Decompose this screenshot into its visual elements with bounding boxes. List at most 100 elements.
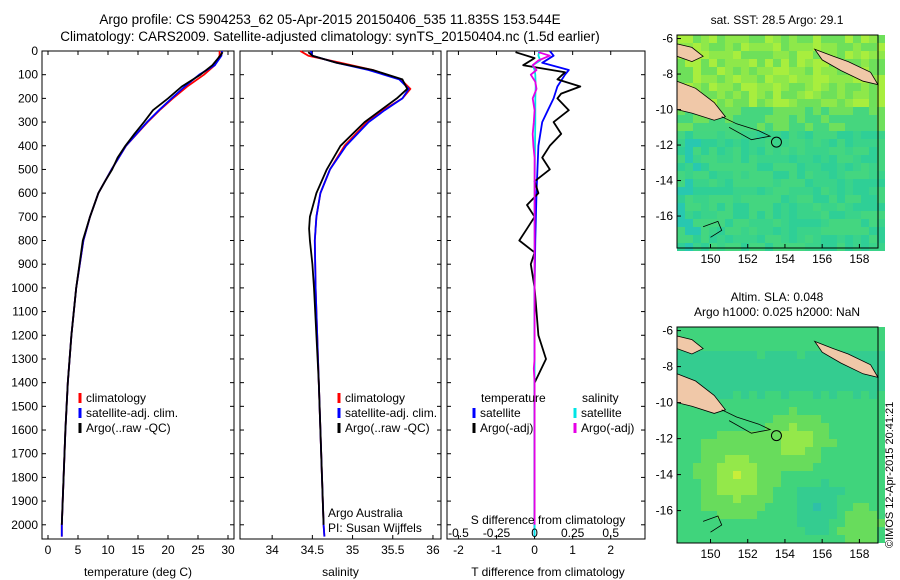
sst-map-cell	[733, 211, 741, 219]
sla-map-cell	[741, 367, 749, 375]
sla-map-cell	[861, 415, 869, 423]
sla-map-cell	[861, 327, 869, 335]
sla-map-cell	[829, 447, 837, 455]
sst-map-cell	[677, 155, 685, 163]
sla-map-cell	[717, 455, 725, 463]
difference-x-tick-label: -1	[491, 543, 502, 557]
sst-map-cell	[821, 171, 829, 179]
sla-map-cell	[797, 407, 805, 415]
sst-map-cell	[797, 147, 805, 155]
sst-map-cell	[869, 211, 877, 219]
sst-map-cell	[725, 83, 733, 91]
sla-map-cell	[877, 327, 885, 335]
sst-map-cell	[781, 67, 789, 75]
sst-map-cell	[733, 43, 741, 51]
sla-map-cell	[813, 431, 821, 439]
sla-map-cell	[877, 399, 885, 407]
sla-map-cell	[797, 343, 805, 351]
sla-map-cell	[813, 327, 821, 335]
sst-map-cell	[805, 115, 813, 123]
sst-map-cell	[757, 179, 765, 187]
depth-tick-label: 1300	[11, 352, 38, 366]
sst-map-cell	[789, 235, 797, 243]
sst-map-cell	[877, 163, 885, 171]
sst-map-cell	[749, 107, 757, 115]
sla-map-cell	[853, 503, 861, 511]
sla-map-cell	[837, 511, 845, 519]
sla-map-cell	[757, 495, 765, 503]
sla-map-cell	[869, 423, 877, 431]
sla-map-cell	[741, 335, 749, 343]
sla-map-cell	[781, 495, 789, 503]
sst-map-cell	[845, 35, 853, 43]
sst-map-cell	[781, 107, 789, 115]
sla-map-cell	[821, 327, 829, 335]
sst-map-cell	[829, 51, 837, 59]
sst-map-cell	[765, 131, 773, 139]
sla-map-cell	[845, 439, 853, 447]
sst-map-cell	[709, 203, 717, 211]
sst-map-cell	[757, 211, 765, 219]
sla-map-cell	[805, 431, 813, 439]
sla-map-cell	[781, 455, 789, 463]
sla-map-cell	[837, 535, 845, 543]
sst-map-cell	[861, 243, 869, 251]
sst-map-cell	[837, 219, 845, 227]
sla-map-cell	[741, 447, 749, 455]
sla-map-cell	[693, 495, 701, 503]
sst-map-cell	[837, 43, 845, 51]
sla-map-cell	[765, 479, 773, 487]
sla-map-cell	[693, 479, 701, 487]
sla-map-cell	[749, 351, 757, 359]
sla-map-cell	[693, 359, 701, 367]
sst-map-cell	[749, 243, 757, 251]
sst-map-cell	[765, 83, 773, 91]
sla-map-cell	[861, 343, 869, 351]
sst-map-cell	[709, 147, 717, 155]
sst-map-cell	[853, 99, 861, 107]
sla-map-cell	[709, 359, 717, 367]
sst-map-cell	[725, 227, 733, 235]
sst-map-cell	[733, 59, 741, 67]
sst-map-cell	[789, 227, 797, 235]
sla-map-cell	[845, 383, 853, 391]
sla-map-cell	[821, 359, 829, 367]
sla-map-cell	[677, 431, 685, 439]
sst-map-cell	[717, 43, 725, 51]
sla-map-cell	[861, 487, 869, 495]
sst-map-x-tick-label: 158	[849, 252, 869, 266]
sst-map-cell	[845, 123, 853, 131]
sla-map-cell	[693, 335, 701, 343]
sla-map-cell	[749, 423, 757, 431]
sla-map-cell	[805, 471, 813, 479]
sst-map-cell	[741, 123, 749, 131]
sla-map-x-tick-label: 154	[775, 547, 795, 561]
sst-map-cell	[693, 147, 701, 155]
sla-map-cell	[845, 431, 853, 439]
sst-map-cell	[813, 195, 821, 203]
sst-map-cell	[677, 107, 685, 115]
sla-map-cell	[797, 335, 805, 343]
sla-map-cell	[725, 471, 733, 479]
sst-map-cell	[869, 123, 877, 131]
sla-map-cell	[789, 327, 797, 335]
sst-map-cell	[765, 123, 773, 131]
sst-map-cell	[709, 195, 717, 203]
sst-map-cell	[685, 187, 693, 195]
sla-map-cell	[853, 487, 861, 495]
sla-map-cell	[869, 335, 877, 343]
sst-map-frame	[676, 34, 879, 249]
sst-map-cell	[805, 203, 813, 211]
sst-map-cell	[709, 35, 717, 43]
sst-map-cell	[869, 163, 877, 171]
sst-map-cell	[805, 147, 813, 155]
sst-map-cell	[789, 203, 797, 211]
sla-map-y-tick-label: -8	[662, 360, 673, 374]
sst-map-cell	[701, 155, 709, 163]
sst-map-cell	[717, 219, 725, 227]
sla-map-cell	[709, 471, 717, 479]
sla-map-cell	[877, 343, 885, 351]
sst-map-cell	[781, 99, 789, 107]
sla-map-cell	[693, 455, 701, 463]
sst-map-cell	[773, 43, 781, 51]
